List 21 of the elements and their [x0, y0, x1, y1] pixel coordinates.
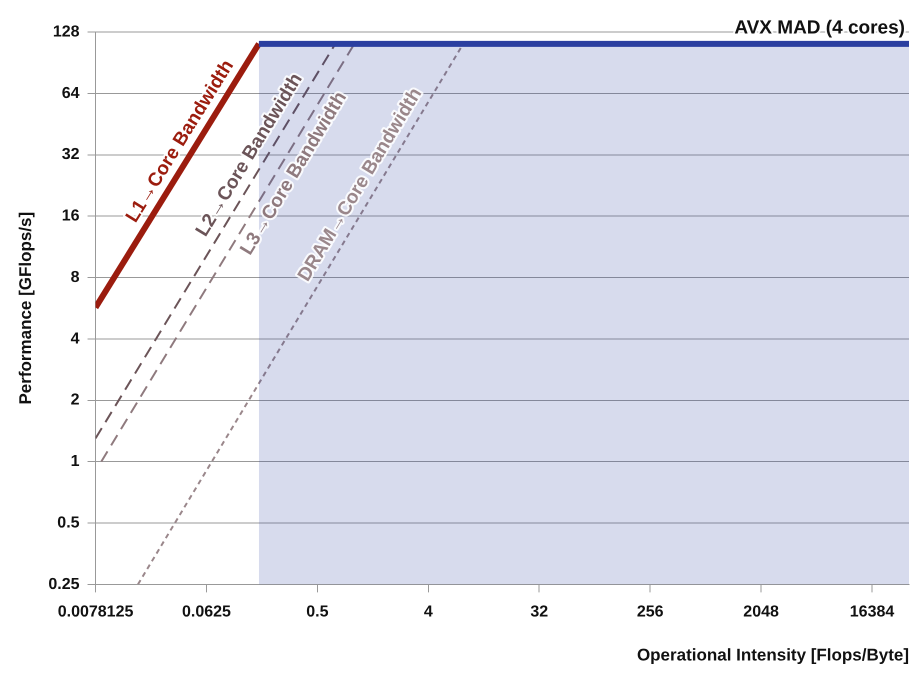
x-tick-label: 16384 — [850, 603, 894, 620]
y-tick-label: 128 — [52, 23, 80, 40]
x-tick-label: 256 — [636, 603, 664, 620]
y-tick-label: 1 — [70, 453, 80, 470]
y-axis-title: Performance [GFlops/s] — [16, 212, 35, 405]
x-tick-label: 32 — [530, 603, 548, 620]
y-tick-label: 0.5 — [57, 514, 80, 532]
y-tick-label: 32 — [62, 146, 80, 164]
x-tick-label: 4 — [424, 603, 433, 620]
x-tick-label: 2048 — [743, 603, 779, 620]
x-tick-label: 0.0078125 — [58, 603, 134, 620]
x-tick-label: 0.0625 — [182, 603, 232, 620]
x-axis-title: Operational Intensity [Flops/Byte] — [636, 645, 909, 664]
x-tick-label: 0.5 — [306, 603, 329, 620]
y-tick-label: 16 — [62, 208, 80, 225]
y-tick-label: 64 — [62, 84, 80, 102]
y-tick-label: 4 — [70, 330, 80, 348]
y-tick-label: 2 — [70, 392, 80, 409]
y-tick-label: 0.25 — [48, 576, 80, 593]
y-tick-label: 8 — [70, 268, 80, 286]
series-label: AVX MAD (4 cores) — [734, 18, 905, 39]
